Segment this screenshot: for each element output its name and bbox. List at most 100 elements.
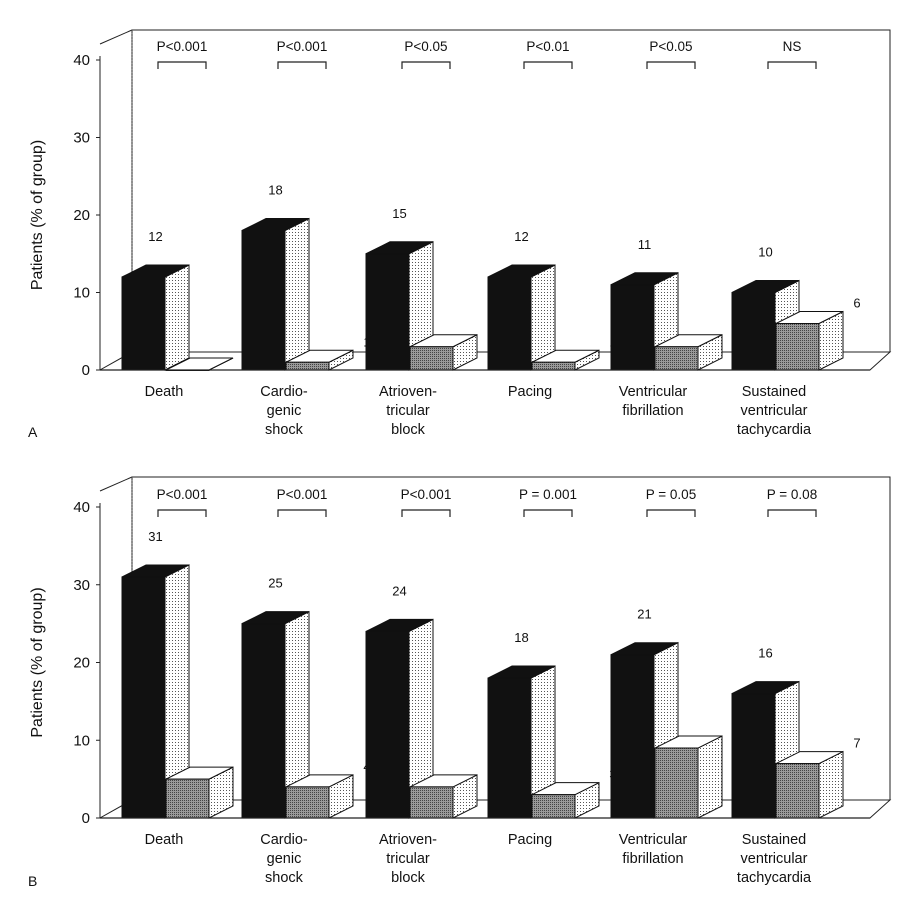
p-value-label: P = 0.08	[767, 487, 817, 502]
y-tick-label: 30	[73, 130, 90, 147]
bar-front	[610, 654, 655, 819]
data-label: 11	[638, 237, 652, 252]
bar	[409, 774, 478, 819]
bar	[165, 766, 234, 819]
significance-bracket	[277, 509, 327, 517]
significance-bracket	[401, 509, 451, 517]
category-label: Ventricular fibrillation	[619, 384, 688, 419]
significance-bracket	[646, 61, 696, 69]
data-label: 31	[148, 529, 162, 544]
bar-front	[487, 276, 532, 371]
bar-side	[697, 735, 723, 819]
significance-bracket	[646, 509, 696, 517]
data-label: 15	[392, 206, 406, 221]
y-tick-label: 0	[82, 810, 90, 827]
y-tick-label: 30	[73, 577, 90, 594]
category-label: Death	[145, 832, 184, 848]
bar-front	[775, 323, 820, 371]
y-tick-label: 0	[82, 362, 90, 379]
bar-front	[121, 276, 166, 371]
data-label: 24	[392, 583, 406, 598]
data-label: 18	[514, 630, 528, 645]
bar	[487, 665, 556, 819]
bar	[365, 240, 434, 371]
category-label: Atrioven-tricular block	[379, 384, 437, 438]
bar-side	[284, 217, 310, 371]
bar-front	[241, 230, 286, 371]
significance-bracket	[523, 61, 573, 69]
category-label: Cardio-genic shock	[260, 384, 308, 438]
p-value-label: P<0.05	[404, 39, 447, 54]
significance-bracket	[523, 509, 573, 517]
category-label: Ventricular fibrillation	[619, 832, 688, 867]
bar-front	[165, 778, 210, 819]
bar	[775, 310, 844, 371]
y-tick-label: 20	[73, 207, 90, 224]
bar-front	[409, 786, 454, 819]
bar	[531, 781, 600, 819]
bar	[241, 610, 310, 819]
bar-front	[409, 346, 454, 371]
significance-bracket	[157, 61, 207, 69]
bar	[531, 349, 600, 371]
bar-front	[121, 576, 166, 819]
bar-front	[531, 794, 576, 819]
bar-front	[654, 747, 699, 819]
p-value-label: P<0.001	[277, 487, 328, 502]
data-label: 10	[758, 245, 772, 260]
bar-front	[365, 253, 410, 371]
bar	[775, 750, 844, 819]
bar-front	[241, 623, 286, 819]
category-label: Sustained ventricular tachycardia	[737, 832, 812, 886]
bar-front	[610, 284, 655, 371]
bar-front	[731, 693, 776, 819]
data-label: 7	[853, 736, 860, 751]
data-label: 12	[148, 229, 162, 244]
bar	[241, 217, 310, 371]
bar	[365, 618, 434, 819]
significance-bracket	[277, 61, 327, 69]
y-tick-label: 10	[73, 285, 90, 302]
y-tick-label: 10	[73, 732, 90, 749]
p-value-label: P = 0.05	[646, 487, 696, 502]
data-label: 21	[637, 607, 651, 622]
back-wall-edge	[99, 476, 133, 492]
p-value-label: P = 0.001	[519, 487, 577, 502]
bar-front	[775, 763, 820, 819]
p-value-label: P<0.001	[157, 39, 208, 54]
data-label: 6	[853, 296, 860, 311]
bar	[654, 735, 723, 819]
bar-front	[654, 346, 699, 371]
panel-label: A	[28, 424, 38, 440]
significance-bracket	[157, 509, 207, 517]
data-label: 16	[758, 646, 772, 661]
bar-side	[164, 264, 190, 371]
category-label: Pacing	[508, 384, 552, 400]
bar-front	[365, 630, 410, 819]
category-label: Cardio-genic shock	[260, 832, 308, 886]
bar	[654, 333, 723, 371]
y-tick-label: 20	[73, 655, 90, 672]
back-wall	[131, 29, 891, 352]
bar-front	[285, 786, 330, 819]
bar-front	[285, 361, 330, 371]
p-value-label: P<0.001	[401, 487, 452, 502]
data-label: 25	[268, 576, 282, 591]
significance-bracket	[767, 509, 817, 517]
bar	[121, 564, 190, 819]
bar-front	[731, 292, 776, 371]
bar	[285, 774, 354, 819]
category-label: Sustained ventricular tachycardia	[737, 384, 812, 438]
bar	[731, 680, 800, 819]
significance-bracket	[401, 61, 451, 69]
y-tick-label: 40	[73, 499, 90, 516]
category-label: Death	[145, 384, 184, 400]
data-label: 12	[514, 229, 528, 244]
y-axis-label: Patients (% of group)	[29, 140, 46, 290]
category-label: Atrioven-tricular block	[379, 832, 437, 886]
data-label: 18	[268, 183, 282, 198]
significance-bracket	[767, 61, 817, 69]
bar	[487, 264, 556, 371]
